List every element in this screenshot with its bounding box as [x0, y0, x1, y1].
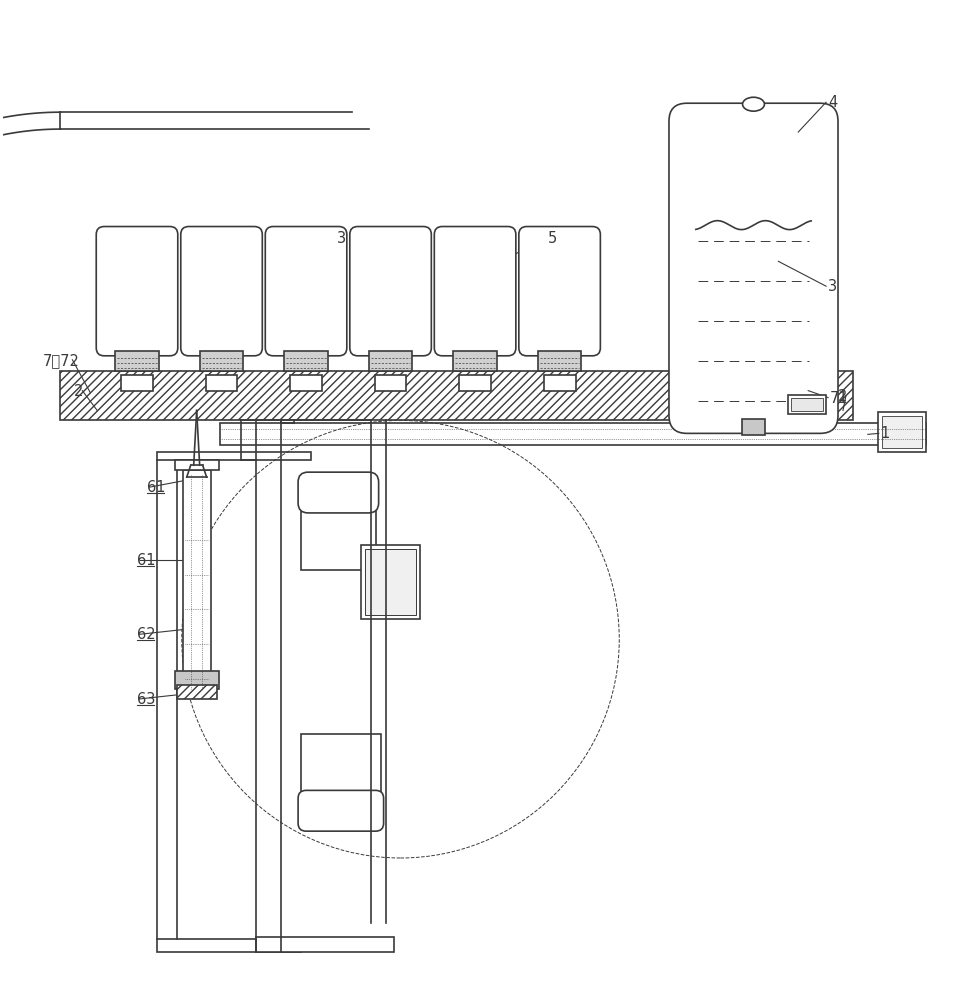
FancyBboxPatch shape: [297, 790, 383, 831]
Bar: [205, 375, 238, 391]
Bar: [301, 734, 380, 828]
Bar: [537, 351, 581, 371]
Bar: [61, 371, 852, 420]
Bar: [369, 351, 412, 371]
Bar: [360, 545, 420, 619]
Text: 5: 5: [547, 231, 556, 246]
Bar: [289, 375, 322, 391]
Text: 2: 2: [837, 389, 847, 404]
Text: 1: 1: [880, 426, 889, 441]
Bar: [301, 480, 376, 570]
FancyBboxPatch shape: [434, 227, 515, 356]
Bar: [183, 470, 210, 689]
FancyBboxPatch shape: [349, 227, 431, 356]
Bar: [459, 375, 491, 391]
Text: 7、72: 7、72: [42, 353, 79, 368]
Bar: [219, 423, 924, 445]
Text: 71: 71: [829, 391, 848, 406]
FancyBboxPatch shape: [297, 472, 378, 513]
Bar: [200, 351, 244, 371]
FancyBboxPatch shape: [518, 227, 600, 356]
Text: 62: 62: [137, 627, 156, 642]
Bar: [453, 351, 497, 371]
Bar: [156, 452, 311, 460]
Text: 2: 2: [74, 384, 84, 399]
Bar: [156, 939, 301, 952]
Bar: [787, 395, 825, 414]
Bar: [115, 351, 158, 371]
Bar: [256, 937, 393, 952]
Bar: [177, 685, 216, 699]
FancyBboxPatch shape: [181, 227, 262, 356]
Text: 3: 3: [336, 231, 345, 246]
Bar: [175, 460, 218, 470]
Ellipse shape: [741, 97, 764, 111]
FancyBboxPatch shape: [265, 227, 346, 356]
Bar: [877, 412, 924, 452]
Bar: [175, 671, 218, 689]
Bar: [375, 375, 406, 391]
Text: 3: 3: [827, 279, 836, 294]
Bar: [365, 549, 416, 615]
Bar: [543, 375, 575, 391]
Text: 61: 61: [137, 553, 156, 568]
Bar: [790, 398, 822, 411]
Text: 61: 61: [147, 480, 165, 495]
FancyBboxPatch shape: [668, 103, 837, 433]
Text: 63: 63: [137, 692, 156, 707]
FancyBboxPatch shape: [96, 227, 178, 356]
Bar: [740, 419, 765, 435]
Text: 4: 4: [827, 95, 836, 110]
Bar: [881, 416, 920, 448]
Bar: [121, 375, 153, 391]
Bar: [284, 351, 328, 371]
